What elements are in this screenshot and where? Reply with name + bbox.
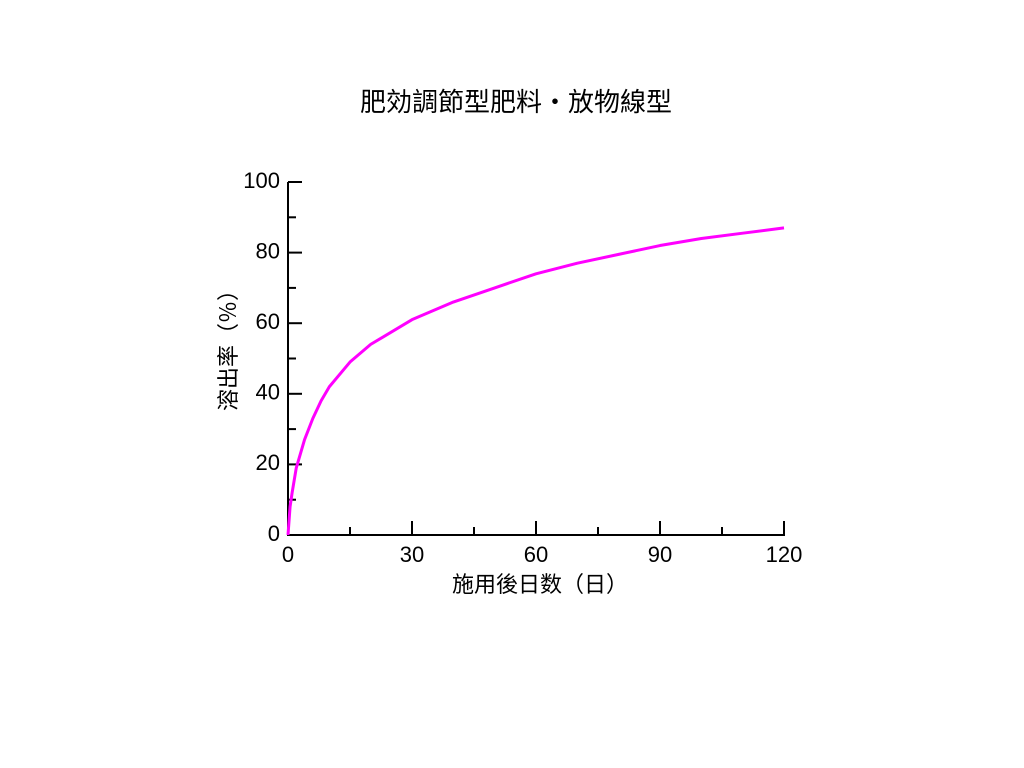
y-tick-label: 80: [256, 238, 280, 263]
data-line: [286, 226, 785, 536]
x-tick-label: 90: [648, 542, 672, 567]
y-tick-label: 100: [243, 168, 280, 193]
y-tick-label: 40: [256, 380, 280, 405]
x-tick-label: 30: [400, 542, 424, 567]
y-tick-label: 0: [268, 521, 280, 546]
y-axis-label: 溶出率（％）: [216, 279, 241, 411]
x-tick-label: 0: [282, 542, 294, 567]
x-axis-label: 施用後日数（日）: [452, 572, 628, 597]
x-tick-label: 120: [766, 542, 803, 567]
y-tick-label: 20: [256, 450, 280, 475]
y-tick-label: 60: [256, 309, 280, 334]
chart-title: 肥効調節型肥料・放物線型: [360, 87, 672, 117]
x-tick-label: 60: [524, 542, 548, 567]
